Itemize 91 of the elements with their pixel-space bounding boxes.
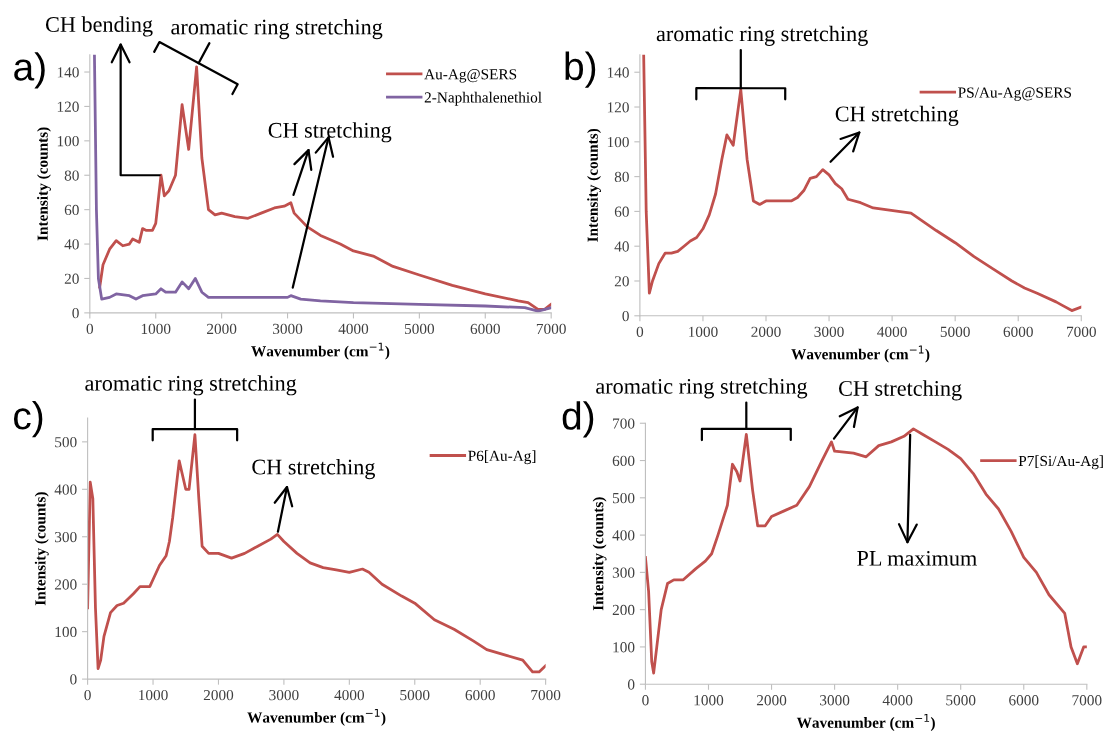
annotation: aromatic ring stretching <box>85 375 297 396</box>
annotation: aromatic ring stretching <box>171 18 383 40</box>
y-tick-label: 20 <box>614 276 629 287</box>
y-tick-label: 120 <box>607 102 629 113</box>
x-tick-label: 7000 <box>536 323 566 335</box>
y-tick-label: 600 <box>612 455 635 466</box>
x-tick-label: 4000 <box>338 323 369 335</box>
y-tick-label: 80 <box>614 171 629 183</box>
text: d) <box>562 401 594 438</box>
x-tick-label: 6000 <box>470 323 500 335</box>
y-tick-label: 140 <box>607 67 629 78</box>
x-tick-label: 0 <box>636 326 644 337</box>
y-tick-label: 200 <box>54 579 77 590</box>
y-tick-label: 40 <box>64 239 79 250</box>
y-tick-label: 100 <box>57 135 79 147</box>
y-tick-label: 100 <box>55 626 77 638</box>
x-tick-label: 3000 <box>269 689 299 701</box>
annotation: CH stretching <box>268 122 392 143</box>
text: b) <box>565 51 596 88</box>
x-tick-label: 0 <box>86 323 94 335</box>
y-axis-title: Intensity (counts) <box>587 128 601 242</box>
y-tick-label: 500 <box>55 437 77 448</box>
x-tick-label: 1000 <box>689 326 718 337</box>
legend-label: 2-Naphthalenethiol <box>424 91 542 106</box>
x-tick-label: 6000 <box>1003 326 1033 337</box>
annotation: CH stretching <box>252 458 376 480</box>
y-tick-label: 200 <box>612 604 635 616</box>
x-tick-label: 7000 <box>1067 326 1096 337</box>
x-tick-label: 1000 <box>694 695 724 706</box>
annotation: CH stretching <box>835 105 959 126</box>
x-axis-title: Wavenumber (cm$^{−1}$) <box>791 345 930 363</box>
x-tick-label: 0 <box>84 689 91 701</box>
legend-label: PS/Au-Ag@SERS <box>958 87 1071 101</box>
annotation: PL maximum <box>857 550 977 566</box>
annotation: CH bending <box>45 16 153 37</box>
legend-label: P7[Si/Au-Ag] <box>1018 455 1103 470</box>
y-tick-label: 500 <box>612 492 635 504</box>
y-tick-label: 80 <box>64 170 79 181</box>
y-axis-title: Intensity (counts) <box>37 127 51 241</box>
x-tick-label: 2000 <box>203 689 234 701</box>
y-tick-label: 140 <box>57 67 79 78</box>
x-tick-label: 3000 <box>820 695 850 706</box>
line-series <box>642 54 1082 312</box>
annotation: aromatic ring stretching <box>596 378 808 399</box>
y-tick-label: 60 <box>614 206 629 217</box>
y-tick-label: 100 <box>613 642 635 653</box>
x-tick-label: 4000 <box>334 689 365 701</box>
x-tick-label: 0 <box>642 695 649 706</box>
legend-label: Au-Ag@SERS <box>424 69 517 83</box>
y-tick-label: 0 <box>72 308 79 319</box>
y-tick-label: 0 <box>627 679 635 690</box>
x-tick-label: 3000 <box>814 326 844 337</box>
y-tick-label: 20 <box>64 273 79 284</box>
y-tick-label: 120 <box>57 101 79 112</box>
y-tick-label: 100 <box>607 136 629 148</box>
x-tick-label: 3000 <box>273 323 303 335</box>
x-tick-label: 4000 <box>882 695 913 706</box>
x-tick-label: 1000 <box>141 323 171 335</box>
x-tick-label: 4000 <box>877 326 907 337</box>
y-tick-label: 60 <box>64 204 79 216</box>
y-tick-label: 300 <box>55 531 77 543</box>
x-tick-label: 5000 <box>940 326 970 337</box>
y-tick-label: 0 <box>622 310 629 322</box>
text: a) <box>14 52 45 89</box>
y-axis-title: Intensity (counts) <box>34 492 49 606</box>
line-series <box>87 433 546 674</box>
x-tick-label: 2000 <box>756 695 787 706</box>
x-axis-title: Wavenumber (cm$^{−1}$) <box>796 714 935 731</box>
legend-label: P6[Au-Ag] <box>468 450 536 465</box>
x-tick-label: 7000 <box>1072 695 1102 706</box>
y-tick-label: 0 <box>70 674 77 685</box>
annotation: CH stretching <box>839 380 962 401</box>
x-axis-title: Wavenumber (cm$^{−1}$) <box>247 708 386 726</box>
y-tick-label: 300 <box>612 567 635 578</box>
x-axis-title: Wavenumber (cm$^{−1}$) <box>251 342 390 360</box>
y-tick-label: 400 <box>54 484 77 495</box>
x-tick-label: 5000 <box>946 695 976 706</box>
x-tick-label: 6000 <box>1009 695 1039 706</box>
x-tick-label: 1000 <box>139 689 168 701</box>
y-tick-label: 400 <box>612 530 635 541</box>
x-tick-label: 5000 <box>400 689 430 701</box>
x-tick-label: 5000 <box>404 323 435 335</box>
y-tick-label: 700 <box>613 418 635 429</box>
annotation: aromatic ring stretching <box>656 25 868 46</box>
x-tick-label: 2000 <box>751 326 781 337</box>
x-tick-label: 6000 <box>465 689 495 701</box>
text: c) <box>13 401 43 438</box>
y-axis-title: Intensity (counts) <box>592 497 607 611</box>
x-tick-label: 7000 <box>531 689 561 701</box>
x-tick-label: 2000 <box>207 323 237 335</box>
y-tick-label: 40 <box>614 241 629 252</box>
